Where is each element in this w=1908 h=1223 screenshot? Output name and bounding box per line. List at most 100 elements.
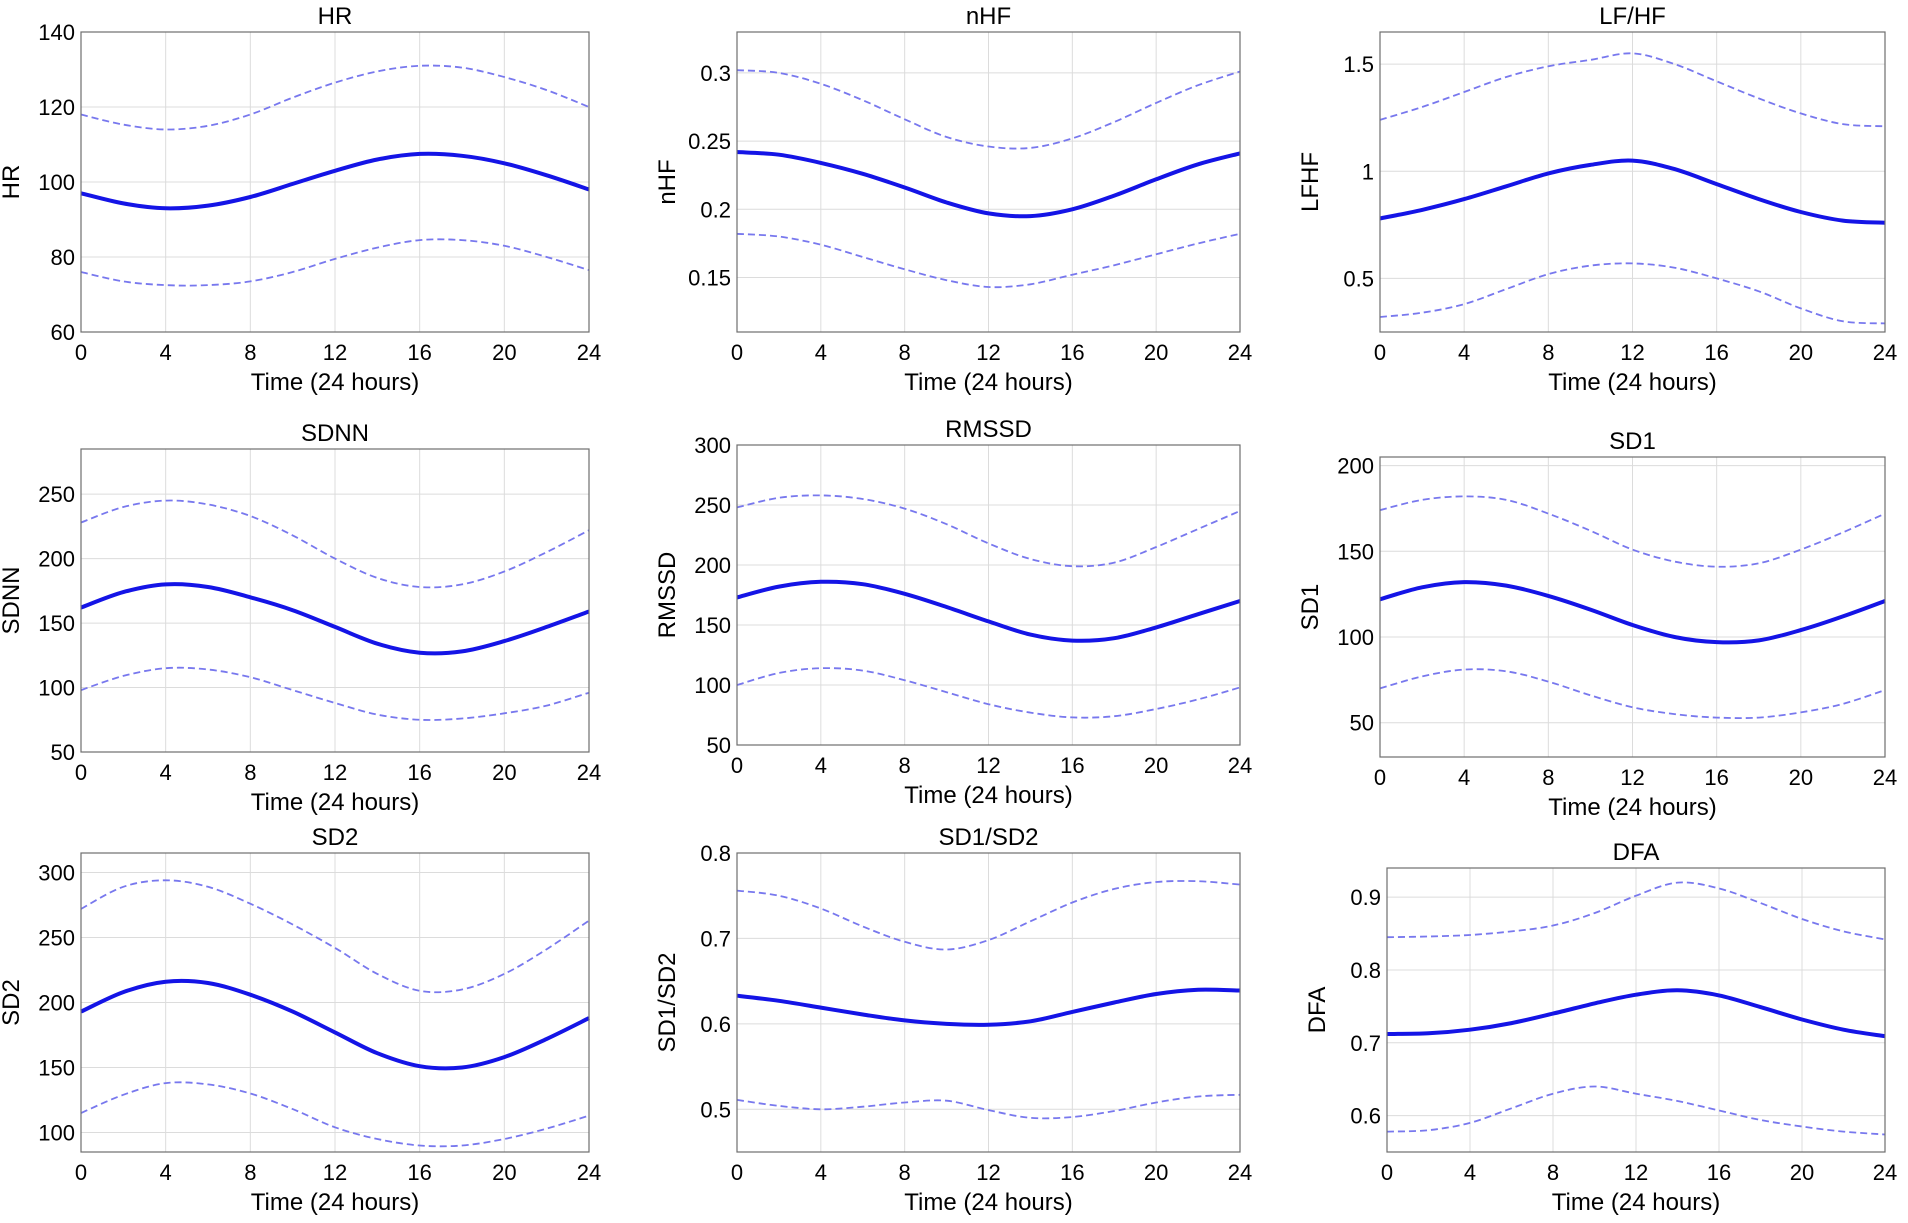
x-tick-label: 24: [577, 340, 601, 365]
series-line-mean: [736, 150, 1241, 219]
series-line-upper: [1386, 881, 1886, 941]
chart-title: SD1/SD2: [938, 824, 1038, 851]
y-axis-label: SDNN: [0, 566, 25, 634]
x-tick-label: 12: [1624, 1160, 1648, 1185]
x-tick-label: 12: [1620, 765, 1644, 790]
x-tick-label: 0: [75, 1160, 87, 1185]
series-line-lower: [736, 232, 1241, 289]
x-tick-label: 8: [899, 753, 911, 778]
plot-frame: [736, 444, 1241, 746]
series-line-upper: [80, 879, 590, 994]
x-axis-label: Time (24 hours): [251, 789, 420, 816]
y-tick-label: 200: [694, 553, 731, 578]
series-line-lower: [1379, 262, 1886, 325]
plot-frame: [1379, 456, 1886, 758]
y-tick-label: 100: [38, 170, 75, 195]
x-tick-label: 4: [1464, 1160, 1476, 1185]
series-line-lower: [1379, 668, 1886, 719]
x-tick-label: 8: [899, 1160, 911, 1185]
plot-frame: [1386, 867, 1886, 1153]
y-tick-label: 100: [694, 673, 731, 698]
y-tick-label: 0.6: [700, 1012, 731, 1037]
x-tick-label: 24: [1873, 765, 1897, 790]
chart-title: SD1: [1609, 428, 1656, 455]
x-tick-label: 8: [1542, 340, 1554, 365]
chart-panel: 0 4 8 12 16 20 24 50 100 150 200 250 SDNN Time (24 ho…: [0, 420, 601, 816]
y-tick-label: 200: [38, 991, 75, 1016]
x-axis-label: Time (24 hours): [251, 369, 420, 396]
x-tick-label: 12: [976, 1160, 1000, 1185]
y-tick-label: 0.25: [688, 129, 731, 154]
x-tick-label: 16: [1060, 1160, 1084, 1185]
y-tick-label: 100: [38, 676, 75, 701]
plot-frame: [80, 852, 590, 1153]
y-tick-label: 1.5: [1343, 52, 1374, 77]
y-tick-label: 50: [51, 740, 75, 765]
y-tick-label: 0.8: [1350, 958, 1381, 983]
x-axis-label: Time (24 hours): [1552, 1189, 1721, 1216]
x-axis-label: Time (24 hours): [904, 782, 1073, 809]
x-tick-label: 4: [160, 1160, 172, 1185]
x-tick-label: 12: [323, 340, 347, 365]
series-line-lower: [736, 667, 1241, 719]
series-line-upper: [80, 499, 590, 589]
series-line-lower: [80, 238, 590, 287]
chart-panel: 0 4 8 12 16 20 24 60 80 100 120 140 HR Time (24 hours…: [0, 3, 601, 396]
chart-title: LF/HF: [1599, 3, 1666, 30]
y-tick-label: 200: [1337, 454, 1374, 479]
x-tick-label: 0: [731, 753, 743, 778]
chart-panel: 0 4 8 12 16 20 24 0.6 0.7 0.8 0.9 DFA Time (24 hours…: [1304, 839, 1897, 1216]
chart-title: RMSSD: [945, 416, 1032, 443]
y-tick-label: 150: [1337, 539, 1374, 564]
y-axis-label: SD1: [1297, 584, 1324, 631]
y-tick-label: 300: [38, 861, 75, 886]
y-tick-label: 80: [51, 245, 75, 270]
y-tick-label: 0.15: [688, 265, 731, 290]
y-tick-label: 1: [1362, 159, 1374, 184]
x-tick-label: 0: [731, 1160, 743, 1185]
y-tick-label: 0.5: [1343, 266, 1374, 291]
x-tick-label: 4: [1458, 340, 1470, 365]
chart-panel: 0 4 8 12 16 20 24 50 100 150 200 SD1 Time (24 hours)…: [1297, 428, 1897, 821]
x-tick-label: 20: [492, 760, 516, 785]
x-tick-label: 4: [815, 340, 827, 365]
y-tick-label: 0.7: [700, 926, 731, 951]
y-tick-label: 250: [694, 493, 731, 518]
plot-frame: [80, 31, 590, 333]
series-line-mean: [736, 987, 1241, 1027]
series-line-upper: [1379, 52, 1886, 128]
y-tick-label: 150: [38, 1056, 75, 1081]
y-axis-label: LFHF: [1297, 152, 1324, 212]
series-line-mean: [1379, 580, 1886, 645]
chart-title: nHF: [966, 3, 1011, 30]
x-tick-label: 12: [323, 1160, 347, 1185]
x-tick-label: 24: [577, 1160, 601, 1185]
y-tick-label: 200: [38, 547, 75, 572]
plot-frame: [1379, 31, 1886, 333]
chart-title: SDNN: [301, 420, 369, 447]
x-tick-label: 0: [1381, 1160, 1393, 1185]
series-line-upper: [736, 494, 1241, 568]
x-tick-label: 16: [1060, 753, 1084, 778]
series-line-mean: [80, 978, 590, 1071]
series-line-mean: [80, 582, 590, 656]
x-tick-label: 4: [815, 753, 827, 778]
series-line-lower: [1386, 1085, 1886, 1136]
x-tick-label: 12: [976, 753, 1000, 778]
plot-frame: [736, 852, 1241, 1153]
y-tick-label: 60: [51, 320, 75, 345]
y-tick-label: 0.7: [1350, 1031, 1381, 1056]
x-tick-label: 12: [976, 340, 1000, 365]
x-tick-label: 8: [899, 340, 911, 365]
x-tick-label: 16: [407, 760, 431, 785]
x-tick-label: 0: [731, 340, 743, 365]
series-line-lower: [736, 1093, 1241, 1120]
series-line-mean: [736, 579, 1241, 643]
y-axis-label: SD2: [0, 979, 25, 1026]
x-axis-label: Time (24 hours): [904, 369, 1073, 396]
y-tick-label: 100: [1337, 625, 1374, 650]
x-tick-label: 4: [160, 760, 172, 785]
y-axis-label: SD1/SD2: [654, 952, 681, 1052]
plot-frame: [80, 448, 590, 753]
y-tick-label: 120: [38, 95, 75, 120]
